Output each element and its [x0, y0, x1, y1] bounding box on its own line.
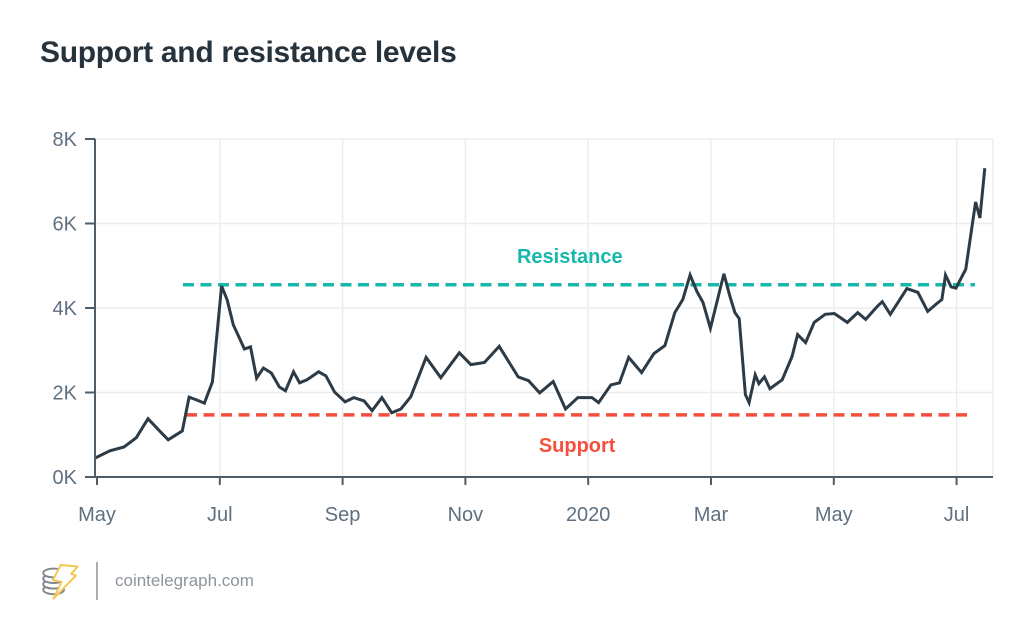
x-tick-label: Mar: [694, 504, 729, 526]
support-label: Support: [539, 435, 616, 457]
x-tick-label: May: [815, 504, 853, 526]
price-line: [94, 168, 987, 460]
y-tick-label: 8K: [53, 129, 78, 151]
y-tick-label: 4K: [53, 298, 78, 320]
x-tick-label: Jul: [207, 504, 233, 526]
resistance-label: Resistance: [517, 246, 623, 268]
x-tick-label: May: [78, 504, 116, 526]
x-tick-label: Jul: [944, 504, 970, 526]
y-tick-label: 0K: [53, 467, 78, 489]
site-name: cointelegraph.com: [115, 571, 254, 590]
y-tick-label: 2K: [53, 383, 78, 405]
cointelegraph-logo-icon: [42, 564, 79, 600]
lightning-bolt-icon: [51, 564, 79, 600]
logo-divider: [96, 562, 98, 600]
x-tick-label: 2020: [566, 504, 611, 526]
y-tick-label: 6K: [53, 214, 78, 236]
footer-brand: cointelegraph.com: [40, 558, 254, 604]
x-tick-label: Nov: [448, 504, 484, 526]
x-tick-label: Sep: [325, 504, 361, 526]
chart-title: Support and resistance levels: [40, 36, 457, 69]
